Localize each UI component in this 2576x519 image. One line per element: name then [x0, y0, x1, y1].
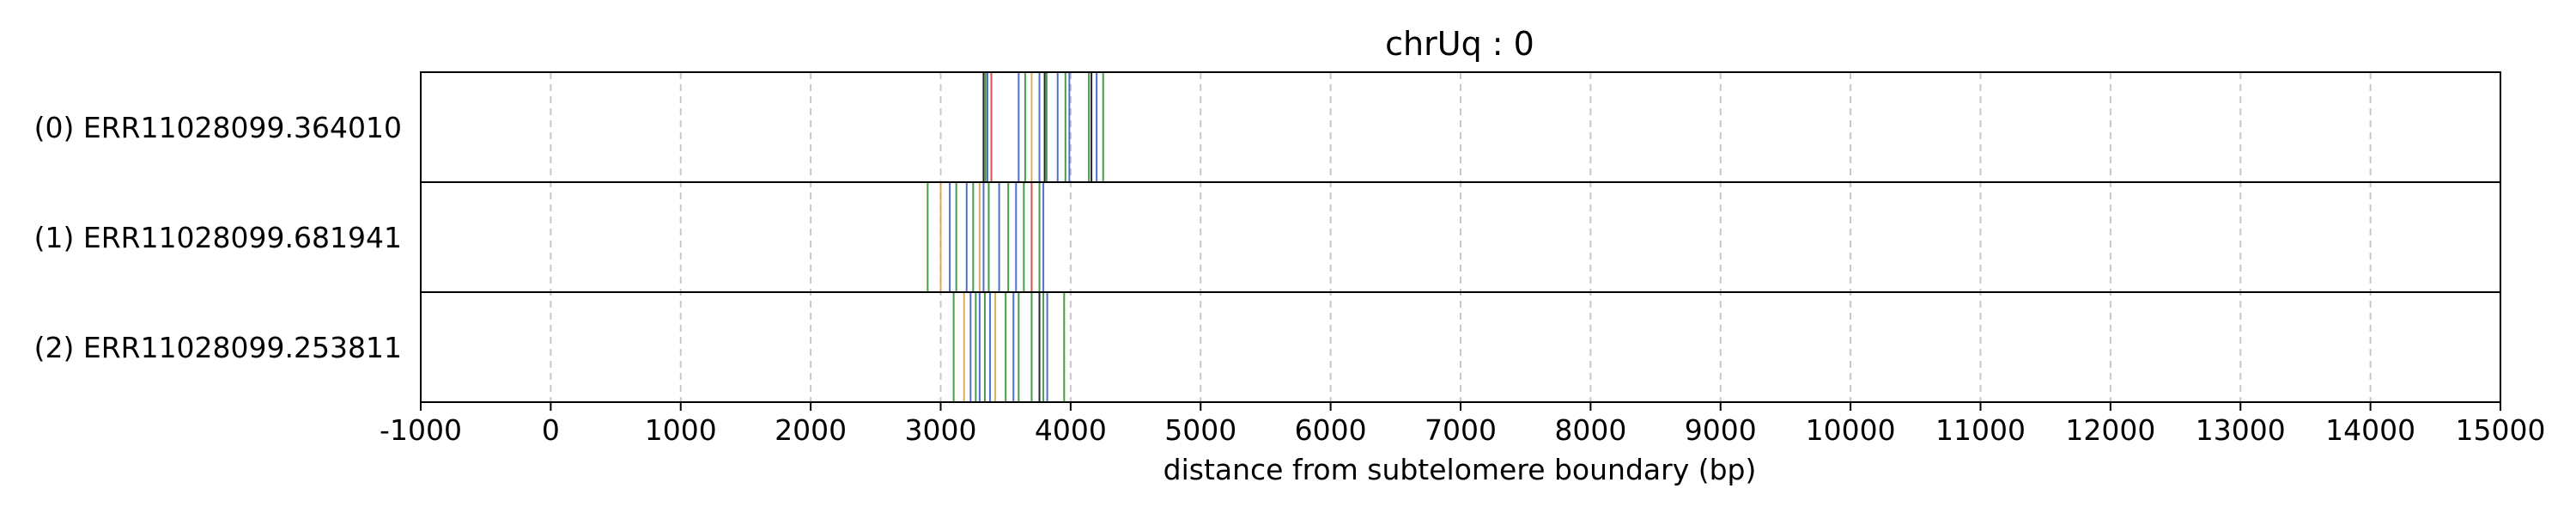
x-tick-label: 0 — [542, 413, 560, 447]
event-marks — [927, 72, 1104, 402]
track-labels: (0) ERR11028099.364010 (1) ERR11028099.68… — [34, 111, 402, 364]
track-frames — [420, 71, 2501, 403]
x-tick-label: 7000 — [1425, 413, 1497, 447]
track-label: (1) ERR11028099.681941 — [34, 221, 402, 254]
x-tick-label: 8000 — [1554, 413, 1626, 447]
x-tick-label: 12000 — [2065, 413, 2155, 447]
chart-title: chrUq : 0 — [1385, 25, 1534, 63]
x-tick-label: 5000 — [1164, 413, 1236, 447]
x-tick-label: 10000 — [1806, 413, 1896, 447]
x-tick-label: 11000 — [1935, 413, 2026, 447]
x-tick-label: 6000 — [1295, 413, 1367, 447]
x-tick-label: 15000 — [2456, 413, 2546, 447]
x-tick-label: 14000 — [2325, 413, 2415, 447]
x-axis-label: distance from subtelomere boundary (bp) — [1163, 453, 1757, 486]
x-tick-label: 4000 — [1035, 413, 1107, 447]
x-axis-ticks: -1000 0 1000 2000 3000 4000 5000 6000 7000 8000 90… — [380, 402, 2545, 447]
x-tick-label: 13000 — [2196, 413, 2286, 447]
track-label: (0) ERR11028099.364010 — [34, 111, 402, 144]
x-tick-label: -1000 — [380, 413, 462, 447]
track-label: (2) ERR11028099.253811 — [34, 331, 402, 364]
x-tick-label: 2000 — [775, 413, 847, 447]
x-tick-label: 1000 — [645, 413, 717, 447]
x-tick-label: 9000 — [1685, 413, 1757, 447]
x-tick-label: 3000 — [905, 413, 977, 447]
